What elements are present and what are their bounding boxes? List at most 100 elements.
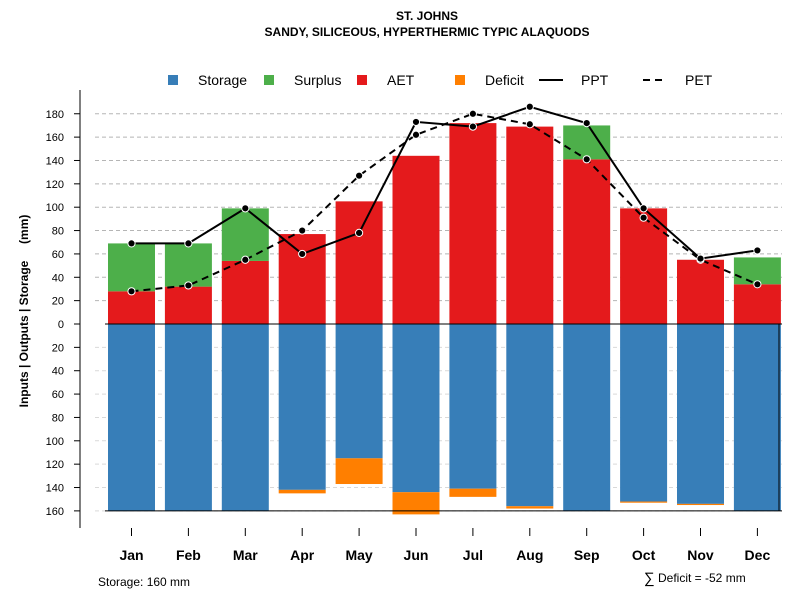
y-tick-label: 140 [46,483,64,495]
deficit-bar [449,488,497,497]
aet-bar [108,291,155,324]
storage-bar [677,324,724,504]
y-tick-label: 40 [52,366,64,378]
x-tick-label: Sep [574,547,600,563]
storage-bar [733,324,781,511]
ppt-line-point [298,249,307,259]
line-series [127,102,762,296]
lower-panel [105,324,782,515]
storage-annotation: Storage: 160 mm [98,575,190,589]
y-tick-label: 0 [58,319,64,331]
deficit-annotation: Deficit = -52 mm [658,571,746,585]
aet-bar [563,159,611,324]
deficit-bar [677,503,724,506]
legend-label-surplus: Surplus [294,72,341,88]
chart-title: ST. JOHNS [396,9,458,23]
x-tick-label: Jun [404,547,429,563]
x-tick-label: Oct [632,547,656,563]
y-tick-label: 100 [46,436,64,448]
storage-bar [620,324,668,502]
storage-bar [506,324,554,507]
legend-swatch-deficit [455,75,465,85]
pet-line-point [355,171,364,180]
surplus-bar [733,257,781,285]
y-tick-label: 120 [46,179,64,191]
y-tick-label: 20 [52,342,64,354]
x-tick-label: Feb [176,547,201,563]
storage-bar [392,324,440,493]
y-tick-label: 120 [46,459,64,471]
y-tick-label: 80 [52,412,64,424]
ppt-line-point [468,122,477,131]
storage-bar [278,324,326,490]
aet-bar [506,126,554,324]
aet-bar [677,259,724,324]
pet-line-point [184,281,193,290]
legend-label-pet: PET [685,72,713,88]
ppt-line-point [753,246,762,255]
pet-line-point [411,130,421,139]
legend-swatch-storage [168,75,178,85]
y-tick-label: 140 [46,155,64,167]
sigma-icon: ∑ [644,570,655,587]
y-tick-label: 60 [52,249,64,261]
storage-bar [221,324,269,511]
aet-bar [449,123,497,324]
surplus-bar [563,125,611,160]
storage-bar [335,324,383,459]
surplus-bar [164,243,212,287]
x-tick-label: Aug [516,547,543,563]
chart-subtitle: SANDY, SILICEOUS, HYPERTHERMIC TYPIC ALA… [265,25,590,39]
x-tick-label: Dec [745,547,771,563]
legend-swatch-surplus [264,75,274,85]
ppt-line-point [639,204,648,213]
ppt-line-point [355,228,364,237]
y-axis-label: Inputs | Outputs | Storage (mm) [17,215,31,408]
pet-line-point [639,213,648,222]
ppt-line-point [127,239,136,248]
pet-line-point [241,255,250,264]
pet-line-point [468,109,477,118]
ppt-line-point [411,117,421,127]
storage-bar [164,324,212,511]
deficit-bar [506,506,554,509]
y-tick-label: 160 [46,506,64,518]
ppt-line [131,105,758,260]
axes: 0 20 40 60 80 100 120 140 160 180 20 40 60 80 100 120 14… [46,90,771,563]
storage-bar [108,324,155,511]
pet-line-point [525,120,534,129]
aet-bar [164,286,212,324]
surplus-bar [108,243,155,292]
deficit-bar [620,501,668,503]
y-tick-label: 20 [52,296,64,308]
aet-bar [392,155,440,324]
x-tick-label: May [345,547,372,563]
deficit-bar [392,492,440,515]
ppt-line-point [696,254,705,263]
y-tick-label: 100 [46,202,64,214]
y-tick-label: 60 [52,389,64,401]
aet-bar [221,260,269,324]
legend-label-storage: Storage [198,72,247,88]
x-tick-label: Jul [463,547,483,563]
ppt-line-point [525,102,534,111]
aet-bar [733,284,781,324]
storage-bar [563,324,611,511]
aet-bar [335,201,383,324]
x-tick-label: Apr [290,547,315,563]
storage-bar [449,324,497,489]
pet-line-point [582,155,591,164]
pet-line-point [127,287,136,296]
ppt-line-point [241,204,250,213]
y-tick-label: 180 [46,109,64,121]
aet-bar [620,208,668,324]
pet-line-point [298,226,307,235]
ppt-line-point [582,119,591,128]
legend-label-deficit: Deficit [485,72,524,88]
deficit-bar [278,489,326,494]
deficit-bar [335,458,383,485]
legend: Storage Surplus AET Deficit PPT PET [168,72,713,88]
y-tick-label: 40 [52,272,64,284]
legend-swatch-aet [357,75,367,85]
